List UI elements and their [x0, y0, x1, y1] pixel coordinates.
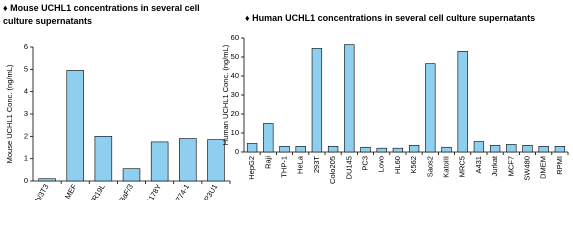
- x-tick-label: DU145: [344, 156, 353, 179]
- x-tick-label: WR19L: [87, 182, 107, 200]
- bar: [522, 145, 533, 153]
- bar: [554, 146, 566, 153]
- bar: [207, 139, 225, 182]
- bar: [360, 146, 371, 153]
- bar: [122, 168, 141, 182]
- x-tick-label: 293T: [312, 156, 321, 174]
- y-tick-label: 30: [231, 90, 239, 99]
- bar: [150, 141, 169, 182]
- bar: [392, 147, 404, 153]
- x-tick-label: P3U1: [202, 182, 219, 200]
- x-tick-label: MEF: [63, 182, 79, 200]
- y-tick-label: 3: [24, 109, 28, 118]
- x-tick-label: K562: [409, 156, 418, 174]
- bar: [408, 145, 420, 153]
- x-tick-label: MRC5: [458, 156, 467, 177]
- y-tick-label: 0: [235, 147, 239, 156]
- x-tick-label: MCF7: [506, 156, 515, 176]
- y-tick-label: 20: [231, 109, 239, 118]
- x-tick-label: Lovo: [377, 156, 386, 172]
- y-tick-label: 4: [24, 87, 28, 96]
- x-tick-label: SW480: [522, 156, 531, 181]
- bar: [295, 146, 306, 153]
- x-tick-label: KatoIII: [441, 156, 450, 178]
- bar: [311, 48, 323, 153]
- bar: [538, 146, 549, 153]
- y-axis-label: Human UCHL1 Conc. (ng/mL): [221, 44, 230, 145]
- y-tick-label: 50: [231, 52, 239, 61]
- bar: [66, 70, 84, 182]
- x-tick-label: BaF/3: [117, 182, 135, 200]
- y-tick-label: 5: [24, 64, 28, 73]
- bar: [94, 136, 113, 182]
- bar: [38, 178, 56, 182]
- x-tick-label: DMEM: [539, 156, 548, 179]
- bar: [179, 138, 197, 182]
- bar: [457, 50, 468, 153]
- bar: [425, 63, 436, 153]
- x-tick-label: L5178Y: [142, 182, 163, 200]
- y-tick-label: 60: [231, 33, 239, 42]
- y-tick-label: 1: [24, 154, 28, 163]
- x-tick-label: Colo205: [328, 156, 337, 184]
- y-axis-label: Mouse UCHL1 Conc. (ng/mL): [5, 64, 14, 163]
- x-tick-label: A431: [474, 156, 483, 174]
- bar: [489, 145, 501, 153]
- bar: [279, 146, 290, 153]
- x-tick-label: Jurkat: [490, 155, 499, 176]
- y-tick-label: 2: [24, 131, 28, 140]
- bar: [246, 143, 258, 153]
- x-tick-label: PC3: [360, 156, 369, 171]
- y-tick-label: 10: [231, 128, 239, 137]
- y-tick-label: 40: [231, 71, 239, 80]
- y-tick-label: 0: [24, 176, 28, 185]
- x-tick-label: Raji: [263, 156, 272, 169]
- x-tick-label: Saos2: [425, 156, 434, 177]
- x-tick-label: RPMI: [555, 156, 564, 175]
- bar: [263, 123, 274, 153]
- bar: [327, 146, 339, 153]
- charts: Mouse UCHL1 Conc. (ng/mL) 0 1 2 3 4 5 6 Balb/3T3…: [5, 33, 569, 200]
- x-tick-label: THP-1: [279, 156, 288, 178]
- bar: [441, 146, 452, 153]
- x-tick-label: HeLa: [296, 155, 305, 174]
- y-tick-label: 6: [24, 42, 28, 51]
- bar: [376, 147, 387, 153]
- bar: [473, 141, 485, 153]
- x-tick-label: Balb/3T3: [28, 182, 51, 200]
- bar: [506, 144, 517, 153]
- page: ♦ Mouse UCHL1 concentrations in several …: [3, 3, 569, 200]
- x-tick-label: J774-1: [172, 182, 191, 200]
- x-tick-label: HepG2: [247, 156, 256, 180]
- chart-title: ♦ Mouse UCHL1 concentrations in several …: [3, 3, 200, 26]
- x-tick-label: HL60: [393, 156, 402, 174]
- bar: [344, 44, 355, 153]
- chart-title: ♦ Human UCHL1 concentrations in several …: [245, 13, 536, 23]
